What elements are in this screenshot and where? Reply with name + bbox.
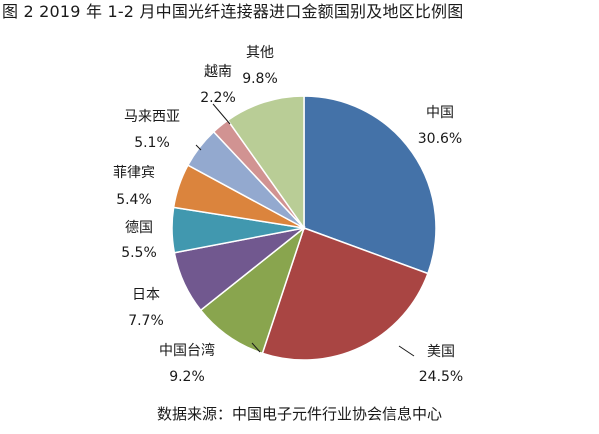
- slice-label-value: 2.2%: [200, 90, 236, 106]
- leader-lines: [195, 103, 415, 357]
- pie-slice-1: [303, 95, 437, 275]
- slice-label-value: 9.8%: [242, 71, 278, 87]
- slice-label-name: 马来西亚: [124, 109, 180, 125]
- slice-label-value: 5.1%: [134, 135, 170, 151]
- slice-label-name: 德国: [125, 220, 153, 236]
- leader-line: [212, 103, 231, 125]
- leader-line: [195, 144, 202, 151]
- slice-labels: 中国 30.6% 美国 24.5% 中国台湾 9.2% 日本 7.7% 德国 5.5% 菲律宾 5.4…: [113, 45, 463, 385]
- slice-label-name: 菲律宾: [113, 165, 155, 181]
- source-note: 数据来源：中国电子元件行业协会信息中心: [156, 405, 442, 423]
- slice-label-name: 中国台湾: [159, 342, 215, 359]
- pie-slices: [171, 95, 437, 361]
- slice-label-value: 5.5%: [121, 245, 157, 261]
- slice-label-value: 30.6%: [418, 131, 462, 147]
- pie-slice-9: [226, 95, 305, 231]
- slice-label-name: 越南: [204, 64, 232, 80]
- slice-label-name: 日本: [132, 287, 160, 303]
- slice-label-name: 美国: [427, 344, 455, 360]
- leader-line: [398, 345, 415, 357]
- slice-label-value: 7.7%: [128, 313, 164, 329]
- leader-line: [251, 342, 261, 353]
- slice-label-value: 5.4%: [116, 192, 152, 208]
- slice-label-name: 其他: [246, 45, 274, 61]
- pie-slice-2: [261, 227, 429, 361]
- slice-label-name: 中国: [426, 105, 454, 121]
- slice-label-value: 24.5%: [419, 369, 463, 385]
- page-title: 图 2 2019 年 1-2 月中国光纤连接器进口金额国别及地区比例图: [2, 2, 464, 21]
- slice-label-value: 9.2%: [169, 369, 205, 385]
